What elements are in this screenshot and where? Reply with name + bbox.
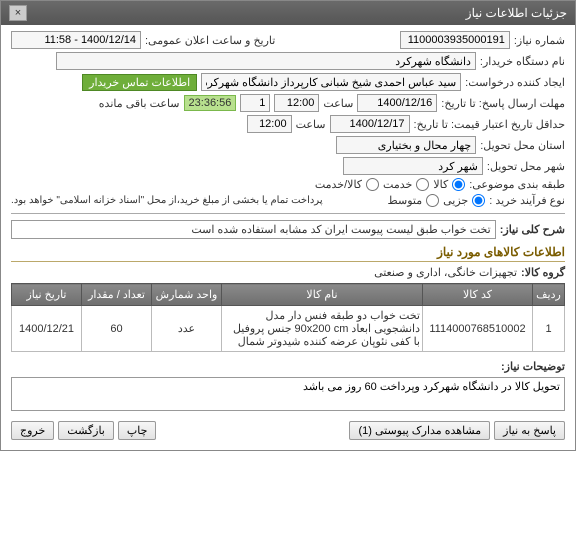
th-date: تاریخ نیاز xyxy=(12,284,82,306)
valid-date-field xyxy=(330,115,410,133)
creator-field xyxy=(201,73,461,91)
deliver-place-field xyxy=(336,136,476,154)
deadline-hour-field xyxy=(274,94,319,112)
td-code: 1114000768510002 xyxy=(423,306,533,352)
td-name: تخت خواب دو طبقه فنس دار مدل دانشجویی اب… xyxy=(222,306,423,352)
class-goods-radio[interactable] xyxy=(452,178,465,191)
req-no-field xyxy=(400,31,510,49)
group-label: گروه کالا: xyxy=(521,266,565,279)
attachments-button[interactable]: مشاهده مدارک پیوستی (1) xyxy=(349,421,490,440)
time-label-1: ساعت xyxy=(323,97,353,110)
table-row[interactable]: 1 1114000768510002 تخت خواب دو طبقه فنس … xyxy=(12,306,565,352)
td-qty: 60 xyxy=(82,306,152,352)
td-date: 1400/12/21 xyxy=(12,306,82,352)
class-service-text: خدمت xyxy=(383,178,412,191)
remain-label: ساعت باقی مانده xyxy=(99,97,180,110)
deliver-city-field xyxy=(343,157,483,175)
th-code: کد کالا xyxy=(423,284,533,306)
buytype-label: نوع فرآیند خرید : xyxy=(489,194,565,207)
class-both-text: کالا/خدمت xyxy=(315,178,362,191)
back-button[interactable]: بازگشت xyxy=(58,421,114,440)
desc-title: شرح کلی نیاز: xyxy=(500,223,565,236)
items-table: ردیف کد کالا نام کالا واحد شمارش تعداد /… xyxy=(11,283,565,352)
divider-1 xyxy=(11,213,565,214)
td-row: 1 xyxy=(533,306,565,352)
class-both-radio[interactable] xyxy=(366,178,379,191)
exit-button[interactable]: خروج xyxy=(11,421,54,440)
buytype-low-radio[interactable] xyxy=(472,194,485,207)
notes-label: توضیحات نیاز: xyxy=(501,360,565,373)
th-unit: واحد شمارش xyxy=(152,284,222,306)
buytype-mid-text: متوسط xyxy=(388,194,423,207)
valid-hour-field xyxy=(247,115,292,133)
th-row: ردیف xyxy=(533,284,565,306)
buyer-field xyxy=(56,52,476,70)
announce-label: تاریخ و ساعت اعلان عمومی: xyxy=(145,34,275,47)
class-label: طبقه بندی موضوعی: xyxy=(469,178,565,191)
valid-label: حداقل تاریخ اعتبار قیمت: تا تاریخ: xyxy=(414,118,565,131)
footer-bar: پاسخ به نیاز مشاهده مدارک پیوستی (1) چاپ… xyxy=(11,421,565,440)
td-unit: عدد xyxy=(152,306,222,352)
time-label-2: ساعت xyxy=(296,118,326,131)
dialog-window: جزئیات اطلاعات نیاز × شماره نیاز: تاریخ … xyxy=(0,0,576,451)
class-service-radio[interactable] xyxy=(416,178,429,191)
announce-field xyxy=(11,31,141,49)
titlebar: جزئیات اطلاعات نیاز × xyxy=(1,1,575,25)
table-header-row: ردیف کد کالا نام کالا واحد شمارش تعداد /… xyxy=(12,284,565,306)
deadline-min-field xyxy=(240,94,270,112)
goods-section-title: اطلاعات کالاهای مورد نیاز xyxy=(11,245,565,262)
creator-label: ایجاد کننده درخواست: xyxy=(465,76,565,89)
deadline-label: مهلت ارسال پاسخ: تا تاریخ: xyxy=(441,97,565,110)
deadline-date-field xyxy=(357,94,437,112)
deliver-place-label: استان محل تحویل: xyxy=(480,139,565,152)
close-icon[interactable]: × xyxy=(9,5,27,21)
group-value: تجهیزات خانگی، اداری و صنعتی xyxy=(374,266,517,279)
req-no-label: شماره نیاز: xyxy=(514,34,565,47)
th-qty: تعداد / مقدار xyxy=(82,284,152,306)
print-button[interactable]: چاپ xyxy=(118,421,157,440)
content-area: شماره نیاز: تاریخ و ساعت اعلان عمومی: نا… xyxy=(1,25,575,450)
th-name: نام کالا xyxy=(222,284,423,306)
buytype-mid-radio[interactable] xyxy=(426,194,439,207)
buyer-label: نام دستگاه خریدار: xyxy=(480,55,565,68)
reply-button[interactable]: پاسخ به نیاز xyxy=(494,421,565,440)
desc-box: تخت خواب طبق لیست پیوست ایران کد مشابه ا… xyxy=(11,220,496,239)
countdown-badge: 23:36:56 xyxy=(184,95,237,111)
notes-textarea[interactable] xyxy=(11,377,565,411)
class-goods-text: کالا xyxy=(433,178,448,191)
contact-buyer-button[interactable]: اطلاعات تماس خریدار xyxy=(82,74,197,91)
buytype-low-text: جزیی xyxy=(443,194,468,207)
pay-note: پرداخت تمام یا بخشی از مبلغ خرید،از محل … xyxy=(11,195,323,206)
window-title: جزئیات اطلاعات نیاز xyxy=(466,6,567,20)
deliver-city-label: شهر محل تحویل: xyxy=(487,160,565,173)
